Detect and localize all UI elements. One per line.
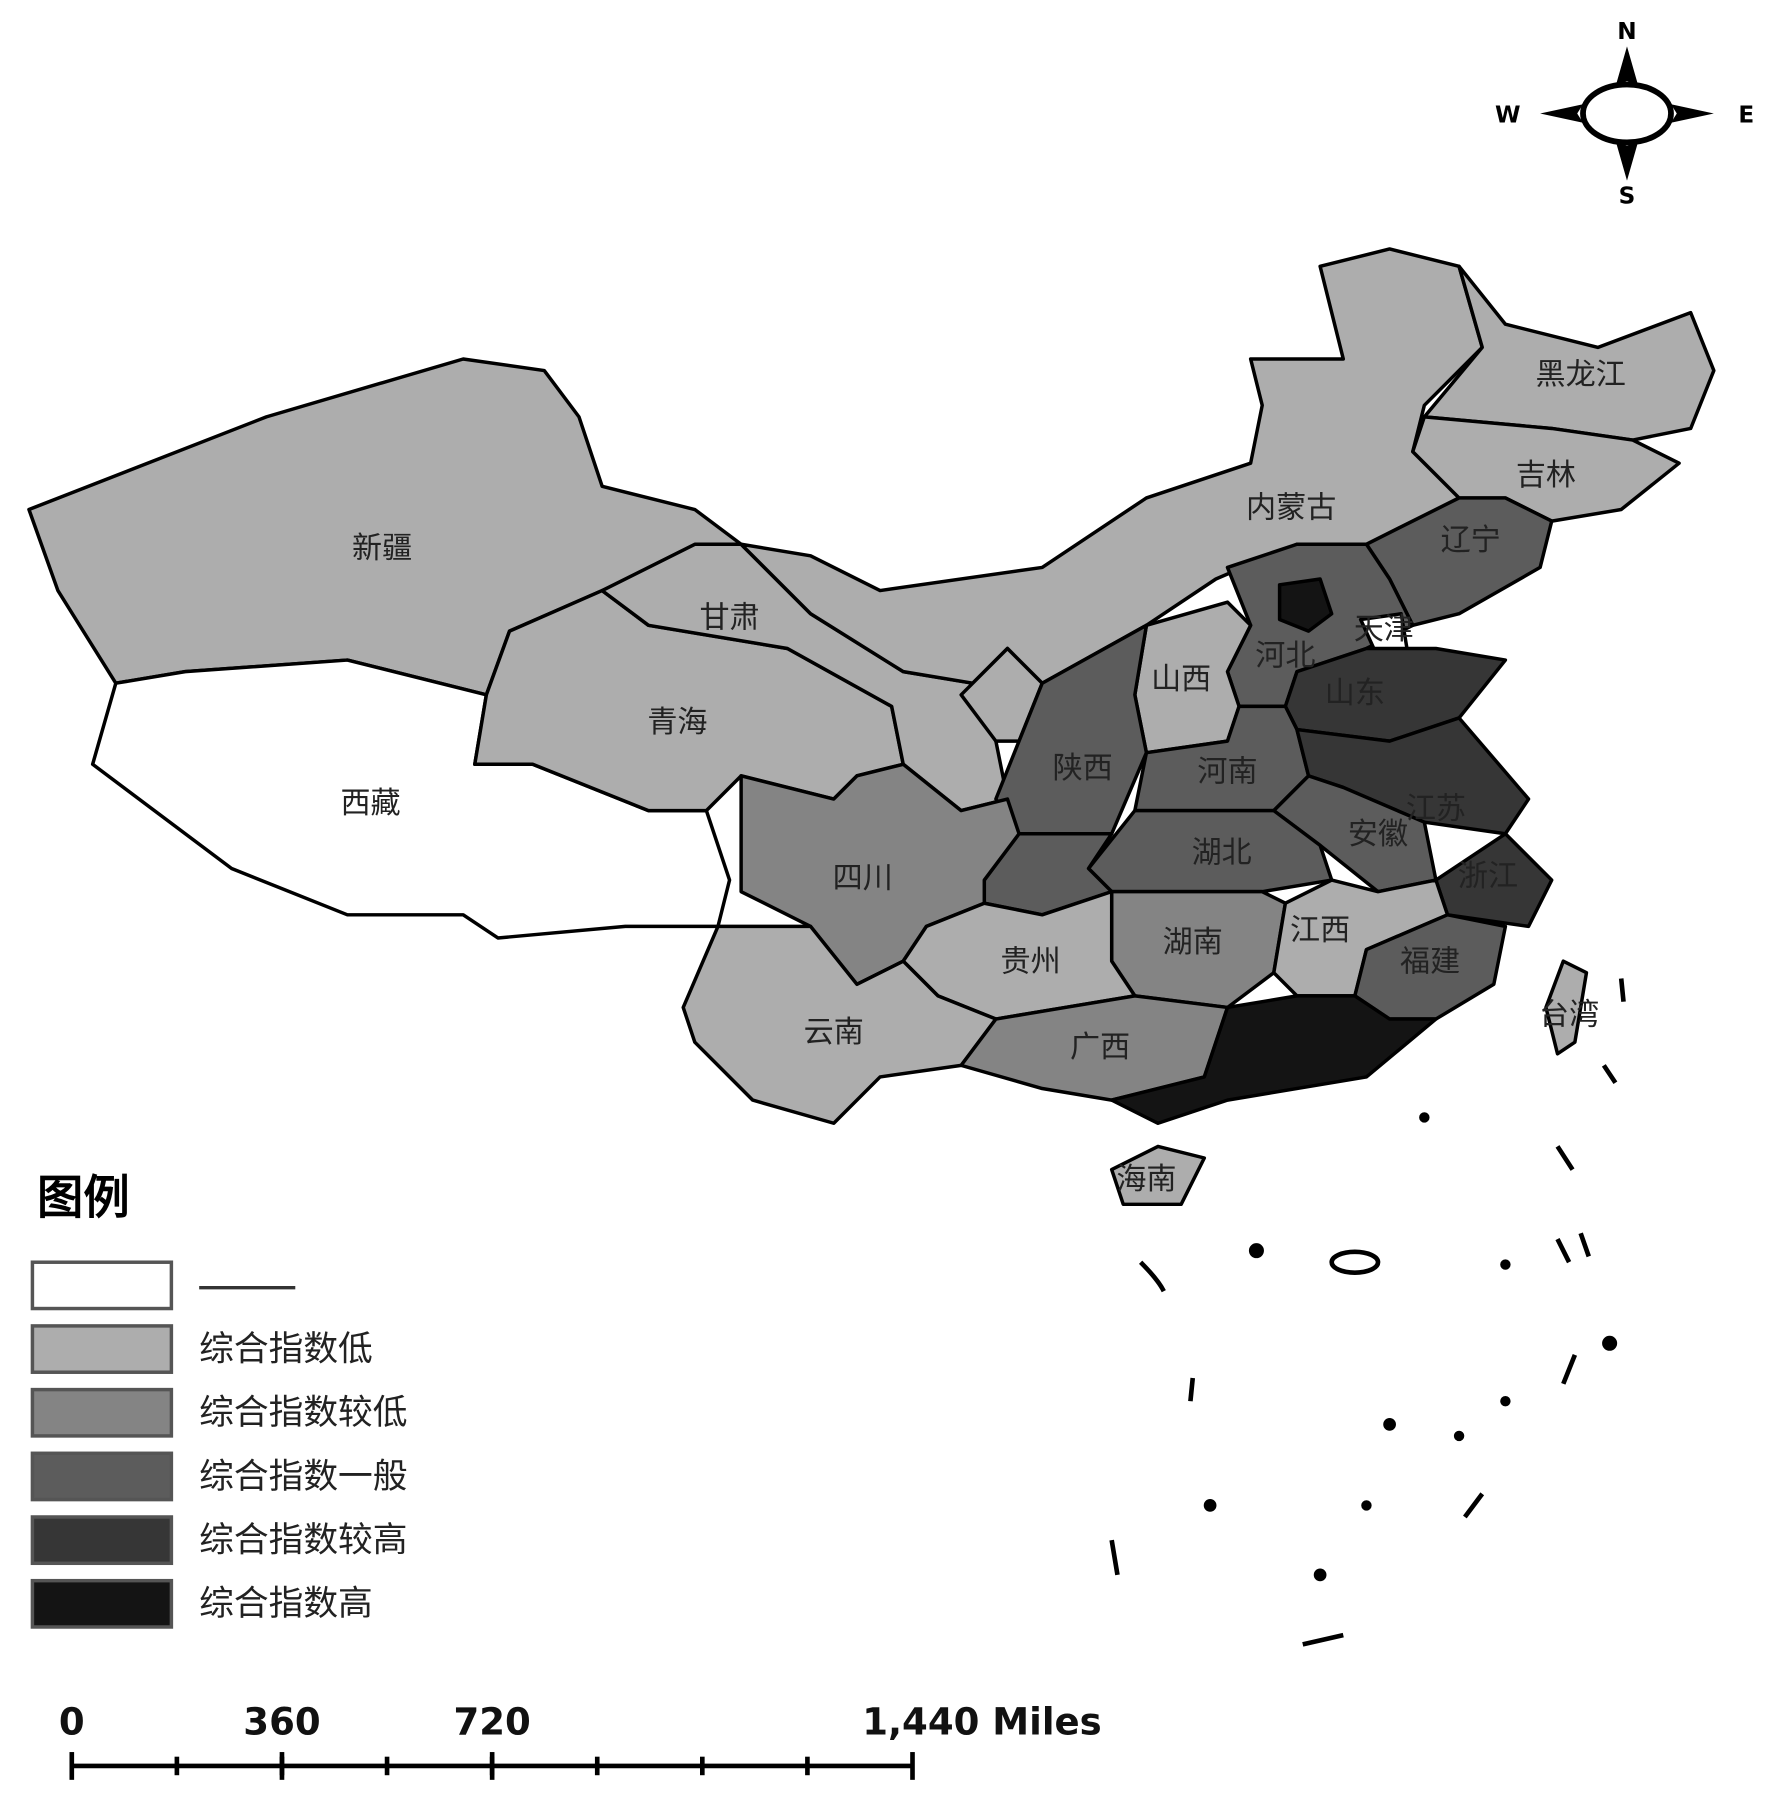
province: [1544, 959, 1589, 1056]
province-label: 江苏: [1406, 792, 1466, 827]
legend-label: 综合指数高: [199, 1584, 373, 1624]
island: [1361, 1500, 1372, 1511]
compass-s: S: [1619, 183, 1636, 209]
province-label: 浙江: [1458, 859, 1518, 894]
island: [1419, 1112, 1430, 1123]
province-label: 台湾: [1539, 998, 1599, 1033]
legend-label: 综合指数较低: [199, 1393, 407, 1433]
province-label: 天津: [1354, 612, 1414, 647]
province-label: 广西: [1070, 1030, 1130, 1065]
compass-arrow: [1615, 46, 1639, 87]
legend-label: 综合指数低: [199, 1329, 373, 1369]
province-label: 新疆: [352, 531, 412, 566]
compass-ring: [1580, 81, 1674, 146]
province-label: 山西: [1151, 662, 1211, 697]
island: [1329, 1249, 1381, 1275]
island-line: [1109, 978, 1626, 1647]
province-label: 山东: [1325, 676, 1385, 711]
islands: [1109, 978, 1626, 1647]
legend-label: 综合指数较高: [199, 1520, 407, 1560]
legend-label: 综合指数一般: [199, 1457, 407, 1497]
province: [1109, 1144, 1207, 1207]
legend-title: 图例: [37, 1171, 130, 1225]
province-label: 安徽: [1348, 817, 1408, 852]
province-label: 陕西: [1053, 751, 1113, 786]
island: [1383, 1417, 1396, 1431]
province: [1277, 577, 1334, 633]
island: [1500, 1259, 1511, 1270]
island: [1313, 1568, 1327, 1582]
province-label: 湖北: [1192, 836, 1252, 871]
compass-w: W: [1495, 102, 1521, 128]
island: [1500, 1395, 1511, 1407]
compass-arrow: [1670, 104, 1714, 123]
province-label: 内蒙古: [1246, 491, 1336, 526]
island: [1602, 1335, 1618, 1351]
province-label: 海南: [1116, 1162, 1176, 1197]
scale-label: 0: [59, 1701, 85, 1744]
scale-label: 720: [453, 1701, 530, 1744]
legend-swatch: [30, 1515, 174, 1566]
legend-swatch: [30, 1260, 174, 1311]
province-label: 吉林: [1516, 458, 1576, 493]
island: [1203, 1499, 1217, 1512]
province-label: 西藏: [340, 786, 400, 821]
province-label: 辽宁: [1441, 523, 1501, 558]
province: [1109, 994, 1438, 1125]
legend-swatch: [30, 1387, 174, 1438]
province-label: 云南: [804, 1015, 864, 1050]
legend-swatch: [30, 1451, 174, 1502]
province-label: 江西: [1290, 913, 1350, 948]
province-label: 黑龙江: [1536, 357, 1626, 392]
province-label: 青海: [647, 705, 707, 740]
legend-swatch: [30, 1578, 174, 1629]
province-label: 甘肃: [699, 601, 759, 636]
province-label: 河北: [1255, 639, 1315, 674]
scale-bar: 0 360 720 1,440 Miles: [59, 1701, 1102, 1780]
province: [1422, 264, 1716, 442]
provinces: [27, 247, 1716, 1207]
province-label: 福建: [1400, 944, 1460, 979]
province: [1411, 415, 1681, 523]
compass-arrow: [1615, 140, 1639, 181]
compass-n: N: [1617, 19, 1636, 45]
island: [1248, 1243, 1264, 1259]
compass-arrow: [1540, 104, 1583, 123]
legend-swatch: [30, 1324, 174, 1374]
province-label: 四川: [833, 861, 893, 896]
compass-e: E: [1738, 102, 1754, 128]
province-label: 河南: [1197, 755, 1257, 790]
province: [90, 658, 732, 940]
province-label: 贵州: [1001, 944, 1061, 979]
scale-label: 360: [243, 1701, 320, 1744]
compass: N S E W: [1495, 19, 1754, 209]
province-label: 湖南: [1163, 925, 1223, 960]
scale-label: 1,440 Miles: [862, 1701, 1102, 1744]
island: [1453, 1430, 1465, 1442]
